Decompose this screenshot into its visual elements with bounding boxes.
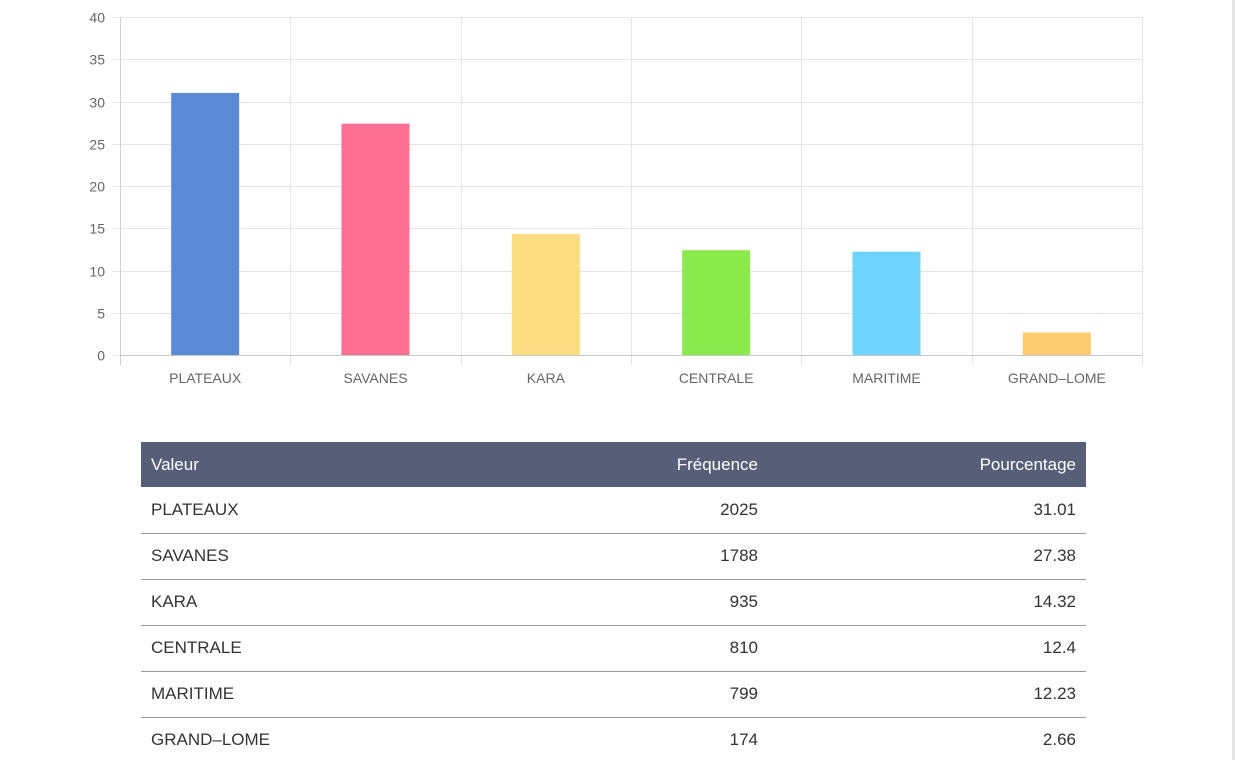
cell-percentage: 12.4	[768, 625, 1086, 672]
y-tick-label: 10	[89, 264, 105, 280]
x-tick-label: SAVANES	[343, 370, 407, 386]
cell-frequency: 2025	[577, 487, 768, 534]
cell-value: SAVANES	[141, 533, 577, 580]
y-tick-label: 0	[97, 348, 105, 364]
page-right-border	[1232, 0, 1235, 760]
bar-kara	[511, 233, 580, 355]
x-tick-label: CENTRALE	[679, 370, 754, 386]
y-tick-label: 20	[89, 179, 105, 195]
cell-percentage: 31.01	[768, 487, 1086, 534]
bar-chart: 0 5 10 15 20 25 30 35 40 PLATEAUX SAVANES KARA CENTR…	[89, 10, 1143, 387]
cell-percentage: 14.32	[768, 579, 1086, 626]
chart-bars	[171, 92, 1091, 355]
cell-percentage: 27.38	[768, 533, 1086, 580]
chart-labels: 0 5 10 15 20 25 30 35 40 PLATEAUX SAVANES KARA CENTR…	[89, 10, 1105, 387]
table-header-row: Valeur Fréquence Pourcentage	[141, 442, 1086, 487]
table-row: SAVANES 1788 27.38	[141, 533, 1086, 580]
table-row: MARITIME 799 12.23	[141, 671, 1086, 718]
cell-value: MARITIME	[141, 671, 577, 718]
x-tick-label: GRAND–LOME	[1008, 370, 1106, 386]
y-tick-label: 15	[89, 221, 105, 237]
y-tick-label: 35	[89, 52, 105, 68]
table-row: KARA 935 14.32	[141, 579, 1086, 626]
y-tick-label: 40	[89, 10, 105, 26]
cell-frequency: 174	[729, 730, 758, 750]
table-row: GRAND–LOME 174 2.66	[141, 717, 1086, 760]
bar-plateaux	[171, 92, 240, 355]
cell-value: GRAND–LOME	[151, 730, 271, 750]
cell-percentage: 2.66	[1042, 730, 1076, 750]
bar-savanes	[341, 123, 410, 355]
cell-value: KARA	[141, 579, 577, 626]
cell-value: PLATEAUX	[141, 487, 577, 534]
x-tick-label: PLATEAUX	[169, 370, 242, 386]
chart-grid	[113, 17, 1143, 365]
chart-axes	[120, 17, 1142, 365]
cell-frequency: 799	[577, 671, 768, 718]
bar-grand-lome	[1022, 332, 1091, 355]
x-tick-label: MARITIME	[852, 370, 920, 386]
frequency-table: Valeur Fréquence Pourcentage PLATEAUX 20…	[141, 442, 1086, 760]
bar-maritime	[852, 251, 921, 355]
cell-frequency: 810	[577, 625, 768, 672]
y-tick-label: 5	[97, 306, 105, 322]
cell-value: CENTRALE	[141, 625, 577, 672]
x-tick-label: KARA	[527, 370, 566, 386]
cell-frequency: 935	[577, 579, 768, 626]
column-header-frequency: Fréquence	[577, 442, 768, 487]
table-row: PLATEAUX 2025 31.01	[141, 487, 1086, 534]
y-tick-label: 25	[89, 137, 105, 153]
cell-frequency: 1788	[577, 533, 768, 580]
bar-centrale	[682, 250, 751, 355]
column-header-percentage: Pourcentage	[768, 442, 1086, 487]
y-tick-label: 30	[89, 95, 105, 111]
table-row: CENTRALE 810 12.4	[141, 625, 1086, 672]
cell-percentage: 12.23	[768, 671, 1086, 718]
column-header-value: Valeur	[141, 442, 577, 487]
